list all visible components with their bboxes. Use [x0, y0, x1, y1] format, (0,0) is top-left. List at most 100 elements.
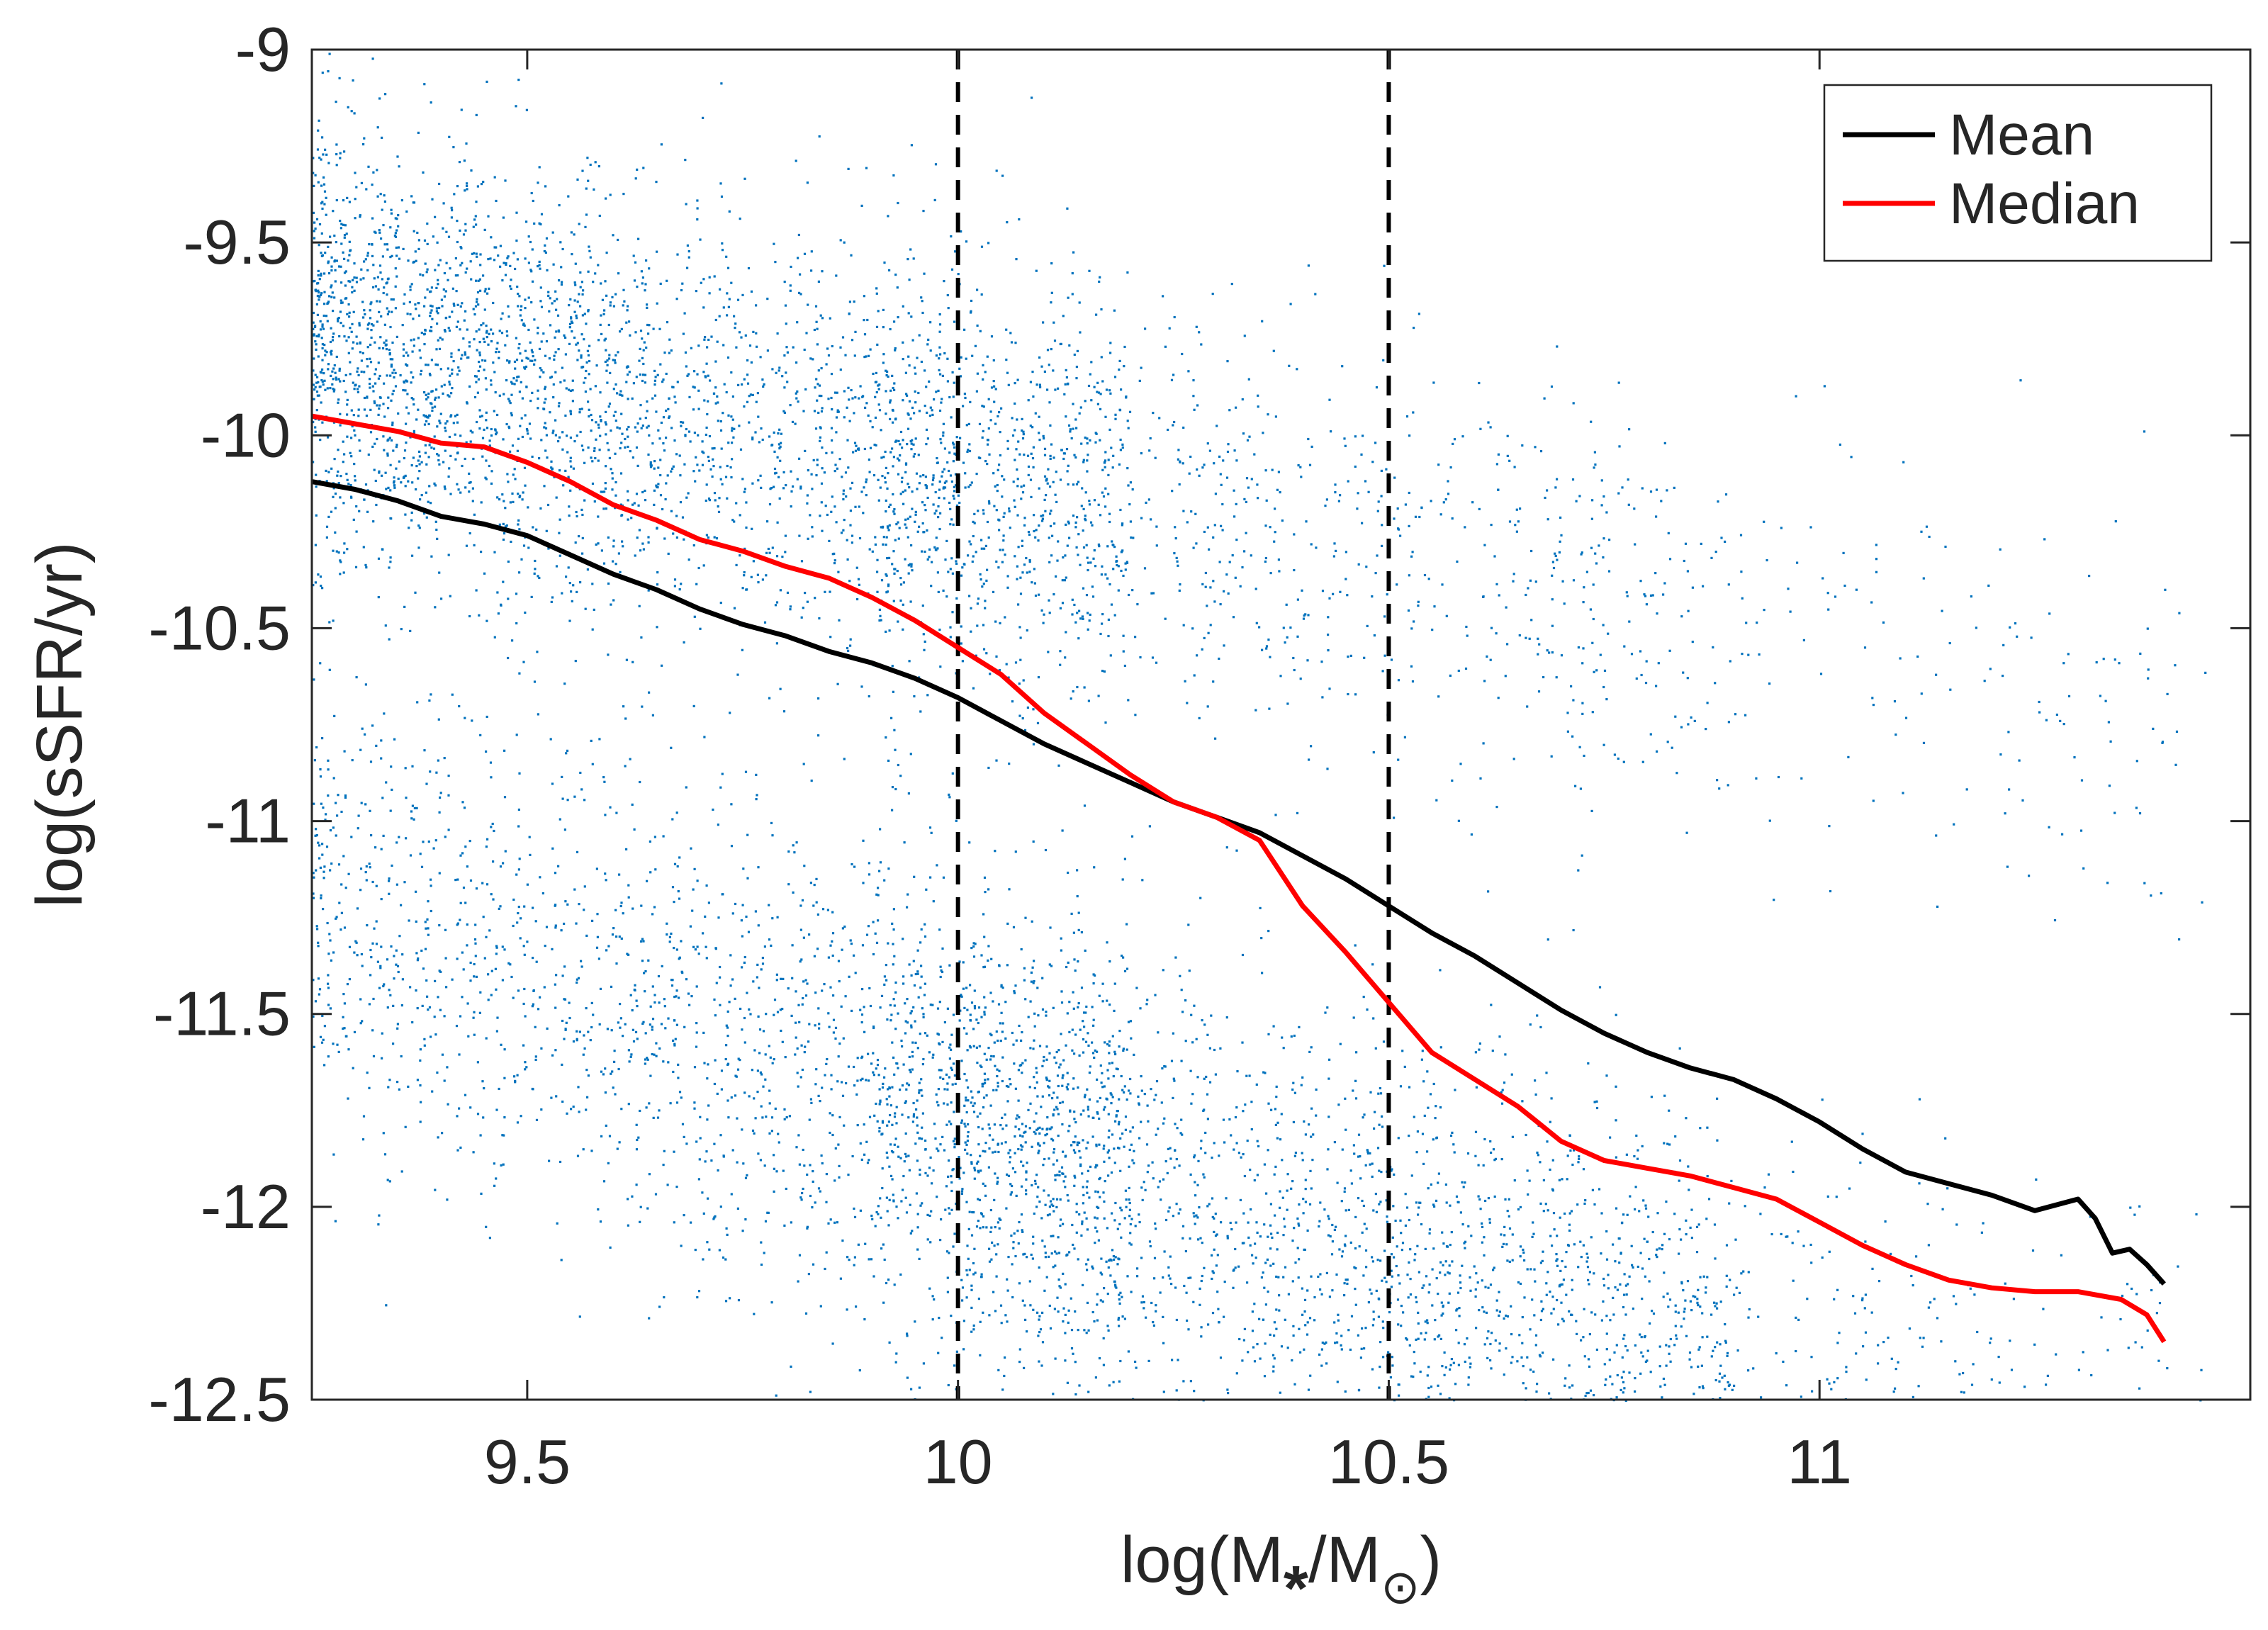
scatter-point	[430, 909, 432, 913]
scatter-point	[485, 459, 488, 462]
scatter-point	[537, 332, 539, 335]
scatter-point	[349, 451, 352, 454]
scatter-point	[1740, 570, 1743, 573]
scatter-point	[1187, 1276, 1190, 1279]
scatter-point	[655, 410, 658, 413]
scatter-point	[849, 524, 852, 527]
scatter-point	[342, 251, 344, 254]
scatter-point	[1548, 1392, 1551, 1395]
scatter-point	[926, 1174, 929, 1177]
scatter-point	[785, 346, 788, 349]
scatter-point	[1230, 1134, 1233, 1137]
scatter-point	[735, 346, 738, 349]
scatter-point	[329, 387, 332, 390]
scatter-point	[1427, 1366, 1430, 1368]
scatter-point	[1614, 1260, 1617, 1263]
scatter-point	[393, 369, 395, 371]
scatter-point	[948, 1207, 950, 1210]
scatter-point	[1155, 1133, 1157, 1136]
scatter-point	[1694, 1295, 1697, 1298]
scatter-point	[1354, 1247, 1357, 1250]
scatter-point	[329, 340, 332, 344]
scatter-point	[972, 1045, 975, 1047]
scatter-point	[653, 394, 657, 397]
scatter-point	[657, 974, 661, 978]
scatter-point	[1242, 1339, 1245, 1342]
scatter-point	[317, 289, 320, 292]
scatter-point	[1397, 527, 1400, 530]
scatter-point	[1088, 500, 1091, 502]
scatter-point	[369, 361, 373, 364]
scatter-point	[937, 505, 940, 508]
scatter-point	[987, 427, 990, 430]
scatter-point	[327, 300, 330, 303]
scatter-point	[1128, 1208, 1131, 1211]
scatter-point	[456, 922, 459, 925]
scatter-point	[1006, 964, 1009, 967]
scatter-point	[473, 395, 477, 399]
scatter-point	[427, 933, 430, 936]
scatter-point	[1084, 1040, 1088, 1043]
scatter-point	[814, 597, 816, 600]
scatter-point	[887, 583, 890, 586]
scatter-point	[1609, 1375, 1612, 1378]
scatter-point	[678, 956, 681, 959]
scatter-point	[568, 342, 571, 345]
scatter-point	[559, 241, 562, 244]
scatter-point	[510, 412, 512, 415]
scatter-point	[1286, 636, 1289, 639]
scatter-point	[1566, 712, 1569, 714]
scatter-point	[422, 414, 425, 417]
scatter-point	[612, 539, 615, 542]
scatter-point	[339, 496, 342, 499]
scatter-point	[1637, 1265, 1639, 1269]
scatter-point	[355, 276, 358, 279]
scatter-point	[328, 668, 331, 671]
scatter-point	[1687, 723, 1690, 726]
scatter-point	[1310, 1187, 1313, 1190]
scatter-point	[436, 241, 439, 244]
scatter-point	[1223, 1315, 1225, 1318]
scatter-point	[1016, 1230, 1019, 1232]
scatter-point	[1493, 1266, 1495, 1269]
scatter-point	[394, 217, 397, 220]
scatter-point	[1375, 1210, 1378, 1213]
scatter-point	[1486, 1337, 1489, 1339]
scatter-point	[1797, 1230, 1800, 1233]
scatter-point	[1301, 1159, 1304, 1162]
scatter-point	[417, 337, 420, 339]
scatter-point	[621, 432, 624, 435]
scatter-point	[906, 258, 909, 261]
scatter-point	[498, 907, 500, 910]
scatter-point	[1568, 1364, 1571, 1367]
scatter-point	[347, 259, 349, 262]
scatter-point	[904, 1032, 907, 1035]
scatter-point	[1161, 1067, 1164, 1070]
scatter-point	[353, 388, 356, 390]
scatter-point	[752, 330, 755, 333]
scatter-point	[428, 485, 431, 488]
scatter-point	[830, 373, 833, 376]
scatter-point	[509, 450, 512, 453]
scatter-point	[949, 523, 952, 526]
scatter-point	[1649, 1322, 1651, 1325]
scatter-point	[343, 542, 346, 545]
scatter-point	[921, 550, 924, 553]
scatter-point	[1321, 590, 1325, 592]
scatter-point	[1725, 1274, 1728, 1277]
scatter-point	[1006, 371, 1009, 374]
scatter-point	[552, 396, 555, 399]
scatter-point	[788, 1115, 791, 1118]
scatter-point	[683, 312, 686, 315]
scatter-point	[966, 1274, 969, 1276]
scatter-point	[410, 339, 412, 342]
scatter-point	[381, 347, 385, 350]
scatter-point	[444, 836, 447, 838]
scatter-point	[564, 469, 567, 472]
scatter-point	[1246, 1140, 1249, 1142]
scatter-point	[335, 550, 338, 553]
scatter-point	[475, 375, 478, 378]
scatter-point	[603, 309, 606, 312]
scatter-point	[323, 203, 326, 206]
scatter-point	[1363, 1347, 1366, 1350]
